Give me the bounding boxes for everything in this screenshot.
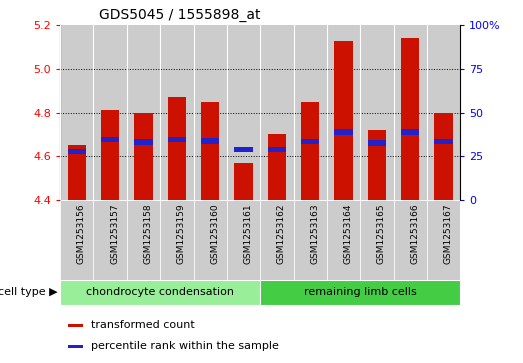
Text: GSM1253159: GSM1253159 xyxy=(177,204,186,264)
Bar xyxy=(360,200,393,280)
Bar xyxy=(194,200,227,280)
Text: GSM1253167: GSM1253167 xyxy=(444,204,452,264)
Text: GSM1253165: GSM1253165 xyxy=(377,204,386,264)
Bar xyxy=(401,130,419,135)
Bar xyxy=(435,113,453,200)
Bar xyxy=(334,130,353,135)
Bar xyxy=(260,200,293,280)
Bar xyxy=(293,200,327,280)
Text: GSM1253164: GSM1253164 xyxy=(344,204,353,264)
Bar xyxy=(260,280,460,305)
Bar xyxy=(201,138,219,144)
Text: GSM1253162: GSM1253162 xyxy=(277,204,286,264)
Text: GSM1253160: GSM1253160 xyxy=(210,204,219,264)
Bar xyxy=(101,110,119,200)
Bar xyxy=(168,137,186,143)
Bar xyxy=(394,200,427,280)
Text: GSM1253157: GSM1253157 xyxy=(110,204,119,264)
Bar xyxy=(234,163,253,200)
Bar xyxy=(127,200,160,280)
Bar xyxy=(134,113,153,200)
Bar xyxy=(60,200,94,280)
Bar xyxy=(168,97,186,200)
Bar xyxy=(201,102,219,200)
Bar xyxy=(134,139,153,145)
Bar xyxy=(60,280,260,305)
Text: percentile rank within the sample: percentile rank within the sample xyxy=(90,341,278,351)
Bar xyxy=(435,139,453,144)
Bar xyxy=(68,345,83,348)
Text: GDS5045 / 1555898_at: GDS5045 / 1555898_at xyxy=(99,8,261,22)
Bar xyxy=(268,147,286,152)
Bar xyxy=(67,145,86,200)
Text: GSM1253161: GSM1253161 xyxy=(244,204,253,264)
Bar xyxy=(227,200,260,280)
Text: transformed count: transformed count xyxy=(90,321,195,330)
Text: GSM1253163: GSM1253163 xyxy=(310,204,319,264)
Bar xyxy=(334,41,353,200)
Bar xyxy=(327,200,360,280)
Bar xyxy=(101,137,119,143)
Bar xyxy=(160,200,194,280)
Bar xyxy=(67,149,86,155)
Text: GSM1253166: GSM1253166 xyxy=(410,204,419,264)
Text: remaining limb cells: remaining limb cells xyxy=(304,287,417,297)
Bar xyxy=(234,147,253,152)
Bar xyxy=(401,38,419,200)
Bar xyxy=(68,324,83,327)
Bar xyxy=(368,130,386,200)
Bar xyxy=(427,200,460,280)
Bar xyxy=(268,134,286,200)
Bar xyxy=(368,140,386,146)
Bar xyxy=(94,200,127,280)
Bar xyxy=(301,139,320,144)
Text: chondrocyte condensation: chondrocyte condensation xyxy=(86,287,234,297)
Bar xyxy=(301,102,320,200)
Text: GSM1253156: GSM1253156 xyxy=(77,204,86,264)
Text: GSM1253158: GSM1253158 xyxy=(143,204,153,264)
Text: cell type ▶: cell type ▶ xyxy=(0,287,58,297)
